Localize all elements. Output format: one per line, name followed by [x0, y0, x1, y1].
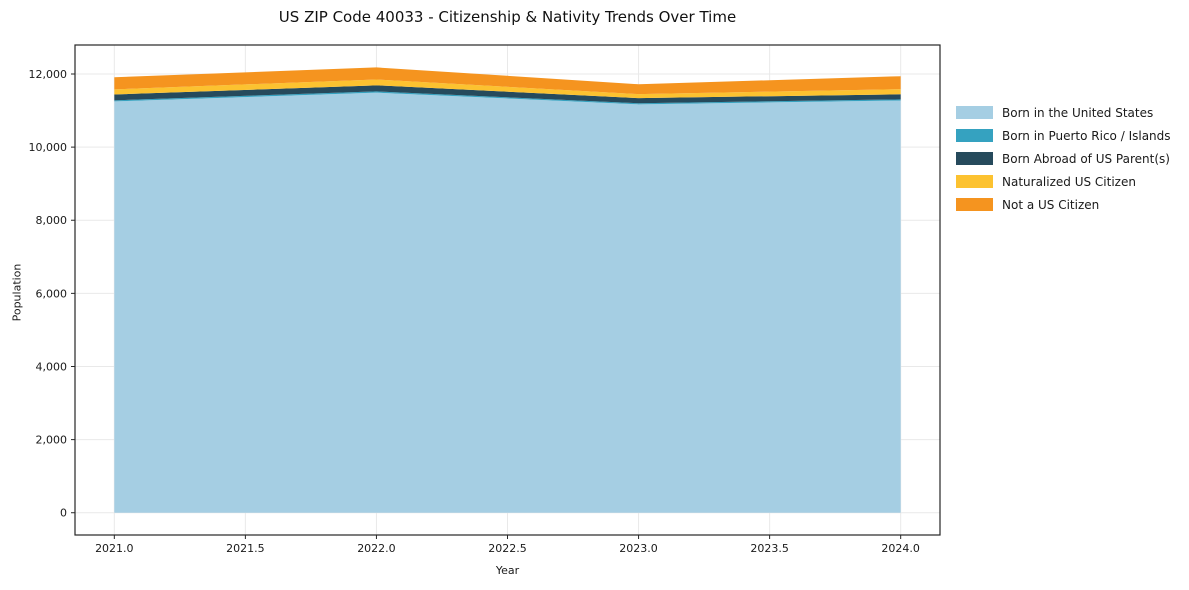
legend-label: Naturalized US Citizen	[1002, 174, 1136, 189]
area-series-4	[114, 67, 901, 95]
y-axis-label: Population	[10, 263, 24, 322]
legend-swatch	[956, 106, 993, 119]
x-tick-label: 2022.0	[357, 542, 396, 555]
legend-item: Born in Puerto Rico / Islands	[956, 128, 1171, 143]
y-tick-label: 0	[60, 507, 67, 520]
y-tick-label: 10,000	[29, 141, 68, 154]
legend-item: Born Abroad of US Parent(s)	[956, 151, 1171, 166]
y-tick-label: 4,000	[36, 360, 68, 373]
legend-swatch	[956, 175, 993, 188]
plot-frame	[74, 44, 941, 536]
y-tick-label: 6,000	[36, 287, 68, 300]
x-tick-label: 2023.5	[750, 542, 789, 555]
area-series-1	[114, 91, 901, 105]
x-axis-label: Year	[495, 564, 520, 577]
legend: Born in the United States Born in Puerto…	[956, 105, 1171, 212]
x-tick-label: 2024.0	[881, 542, 920, 555]
legend-swatch	[956, 129, 993, 142]
area-series-2	[114, 85, 901, 104]
y-tick-label: 8,000	[36, 214, 68, 227]
chart-title: US ZIP Code 40033 - Citizenship & Nativi…	[278, 8, 737, 26]
legend-item: Naturalized US Citizen	[956, 174, 1171, 189]
x-tick-label: 2023.0	[619, 542, 658, 555]
x-tick-label: 2021.5	[226, 542, 265, 555]
legend-label: Not a US Citizen	[1002, 197, 1100, 212]
legend-item: Born in the United States	[956, 105, 1171, 120]
x-tick-label: 2021.0	[95, 542, 134, 555]
legend-item: Not a US Citizen	[956, 197, 1171, 212]
area-series-3	[114, 79, 901, 99]
legend-label: Born in Puerto Rico / Islands	[1002, 128, 1171, 143]
area-series-0	[114, 92, 901, 513]
legend-label: Born in the United States	[1002, 105, 1154, 120]
legend-swatch	[956, 198, 993, 211]
x-tick-label: 2022.5	[488, 542, 527, 555]
y-tick-label: 2,000	[36, 434, 68, 447]
legend-swatch	[956, 152, 993, 165]
y-tick-label: 12,000	[29, 68, 68, 81]
legend-label: Born Abroad of US Parent(s)	[1002, 151, 1170, 166]
